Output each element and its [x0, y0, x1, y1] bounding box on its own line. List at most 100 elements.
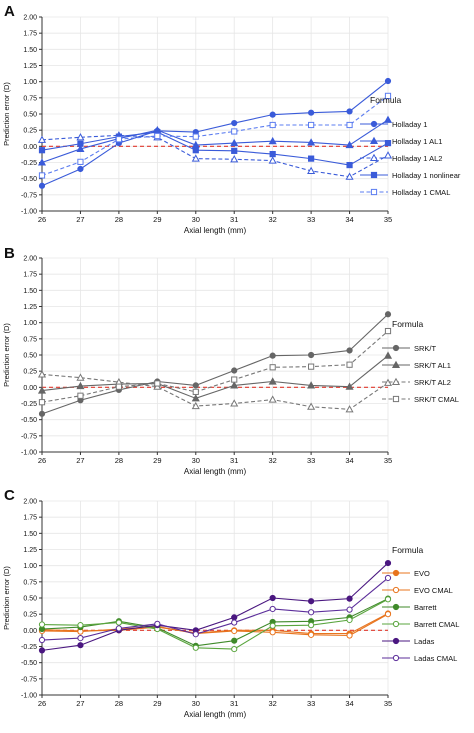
data-point	[231, 619, 238, 626]
data-point	[192, 382, 199, 389]
legend-marker	[392, 344, 400, 352]
x-axis-label: Axial length (mm)	[184, 710, 247, 719]
x-tick-label: 35	[384, 456, 392, 465]
series-line	[41, 562, 389, 651]
chart-panel-c: C -1.00 -0.75 -0.50 -0.25 0.00 0.25 0.50 0.75 1.0…	[2, 487, 459, 719]
x-tick-label: 29	[153, 215, 161, 224]
y-tick-label: 1.75	[23, 31, 37, 38]
data-point	[37, 386, 47, 394]
series-line	[41, 95, 389, 176]
legend-label: Holladay 1	[392, 120, 427, 129]
data-point	[77, 622, 84, 629]
y-tick-label: -0.50	[21, 176, 37, 183]
legend-item: SRK/T	[382, 344, 437, 353]
y-tick-label: 0.75	[23, 579, 37, 586]
series-barrett-cmal	[38, 596, 392, 653]
x-tick-label: 30	[192, 215, 200, 224]
data-point	[192, 147, 199, 154]
data-point	[384, 559, 392, 567]
panel-label: B	[4, 245, 15, 262]
data-point	[38, 399, 46, 406]
y-tick-label: -0.75	[21, 192, 37, 199]
legend-item: EVO CMAL	[382, 586, 453, 595]
data-point	[230, 138, 239, 147]
data-point	[192, 631, 199, 638]
y-tick-label: 0.00	[23, 628, 37, 635]
x-tick-label: 31	[230, 699, 238, 708]
x-tick-label: 27	[76, 456, 84, 465]
legend-marker	[370, 171, 378, 179]
x-tick-label: 30	[192, 699, 200, 708]
data-point	[307, 166, 316, 174]
x-tick-label: 34	[345, 456, 353, 465]
data-point	[77, 634, 84, 642]
data-point	[115, 619, 122, 626]
legend-item: SRK/T CMAL	[382, 395, 459, 404]
x-tick-label: 29	[153, 699, 161, 708]
data-point	[77, 140, 84, 147]
y-tick-label: 0.50	[23, 353, 37, 360]
x-tick-label: 32	[268, 699, 276, 708]
data-point	[37, 370, 47, 378]
x-tick-label: 26	[38, 456, 46, 465]
data-point	[346, 347, 353, 354]
data-point	[384, 574, 392, 582]
data-point	[308, 598, 315, 605]
legend-marker	[369, 153, 379, 162]
y-tick-label: 0.00	[23, 144, 37, 151]
data-point	[77, 158, 84, 165]
legend-item: SRK/T AL1	[382, 360, 451, 370]
series-line	[41, 330, 389, 403]
data-point	[384, 596, 392, 603]
data-point	[76, 373, 85, 381]
x-tick-label: 33	[307, 215, 315, 224]
data-point	[307, 381, 316, 389]
chart-panel-a: A -1.00 -0.75 -0.50 -0.25 0.00 0.25 0.50 0.75 1.0…	[2, 3, 461, 235]
data-point	[231, 614, 238, 621]
series-line	[41, 613, 389, 637]
y-tick-label: 1.00	[23, 79, 37, 86]
data-point	[115, 136, 122, 143]
data-point	[191, 394, 200, 402]
legend-marker	[392, 654, 400, 662]
data-point	[307, 402, 316, 410]
legend-label: Holladay 1 nonlinear	[392, 171, 461, 180]
data-point	[154, 380, 161, 387]
legend-label: Barrett	[414, 603, 437, 612]
x-tick-label: 26	[38, 699, 46, 708]
x-tick-label: 32	[268, 456, 276, 465]
series-holladay-1	[38, 77, 392, 189]
legend-marker	[369, 136, 379, 145]
legend-item: Barrett CMAL	[382, 620, 459, 629]
legend-item: Holladay 1	[360, 120, 427, 129]
legend-label: Ladas	[414, 637, 435, 646]
data-point	[38, 647, 46, 654]
legend-label: Barrett CMAL	[414, 620, 459, 629]
data-point	[308, 109, 315, 116]
grid-lines	[41, 16, 389, 212]
data-point	[191, 154, 200, 162]
data-point	[269, 629, 276, 636]
data-point	[345, 382, 354, 390]
y-tick-label: 1.50	[23, 47, 37, 54]
data-point	[37, 158, 47, 166]
data-point	[77, 642, 84, 649]
data-point	[192, 644, 199, 651]
y-tick-label: 0.00	[23, 385, 37, 392]
data-point	[383, 115, 393, 123]
y-tick-label: -1.00	[21, 693, 37, 700]
x-tick-label: 35	[384, 699, 392, 708]
legend-marker	[392, 569, 400, 577]
data-point	[154, 132, 161, 140]
data-point	[231, 637, 238, 644]
data-point	[231, 119, 238, 127]
y-axis-label: Prediction error (D)	[2, 566, 11, 630]
data-point	[76, 133, 85, 141]
legend-item: EVO	[382, 569, 430, 578]
x-tick-label: 27	[76, 699, 84, 708]
legend-label: Holladay 1 AL2	[392, 154, 442, 163]
x-tick-label: 35	[384, 215, 392, 224]
data-point	[231, 376, 238, 383]
series-line	[41, 577, 389, 641]
